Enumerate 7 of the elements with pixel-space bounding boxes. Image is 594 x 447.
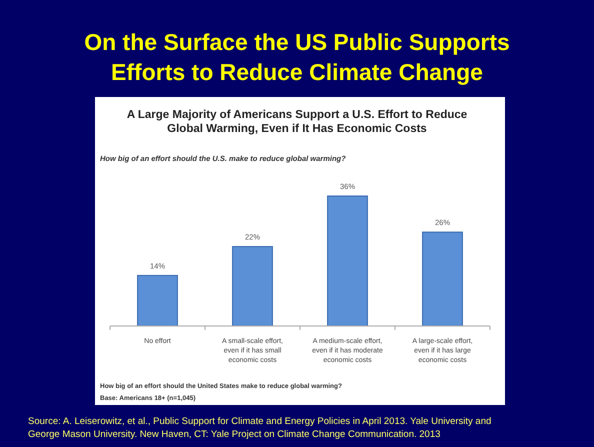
chart-subtitle: A Large Majority of Americans Support a U.S. Effort to Reduce Global Warming, Even if It Has Economic Costs (126, 109, 468, 135)
bar (422, 232, 463, 326)
bar (327, 196, 368, 326)
chart-title: On the Surface the US Public Supports Efforts to Reduce Climate Change (84, 29, 510, 85)
bar (137, 274, 178, 326)
bar (232, 246, 273, 326)
source-note: Source: A. Leiserowitz, et al., Public Support for Climate and Energy Policies in April 2013. Yale University and George Mason University. New Haven, CT: Yale Project on Climate Change Communication. 2013 (28, 416, 492, 440)
